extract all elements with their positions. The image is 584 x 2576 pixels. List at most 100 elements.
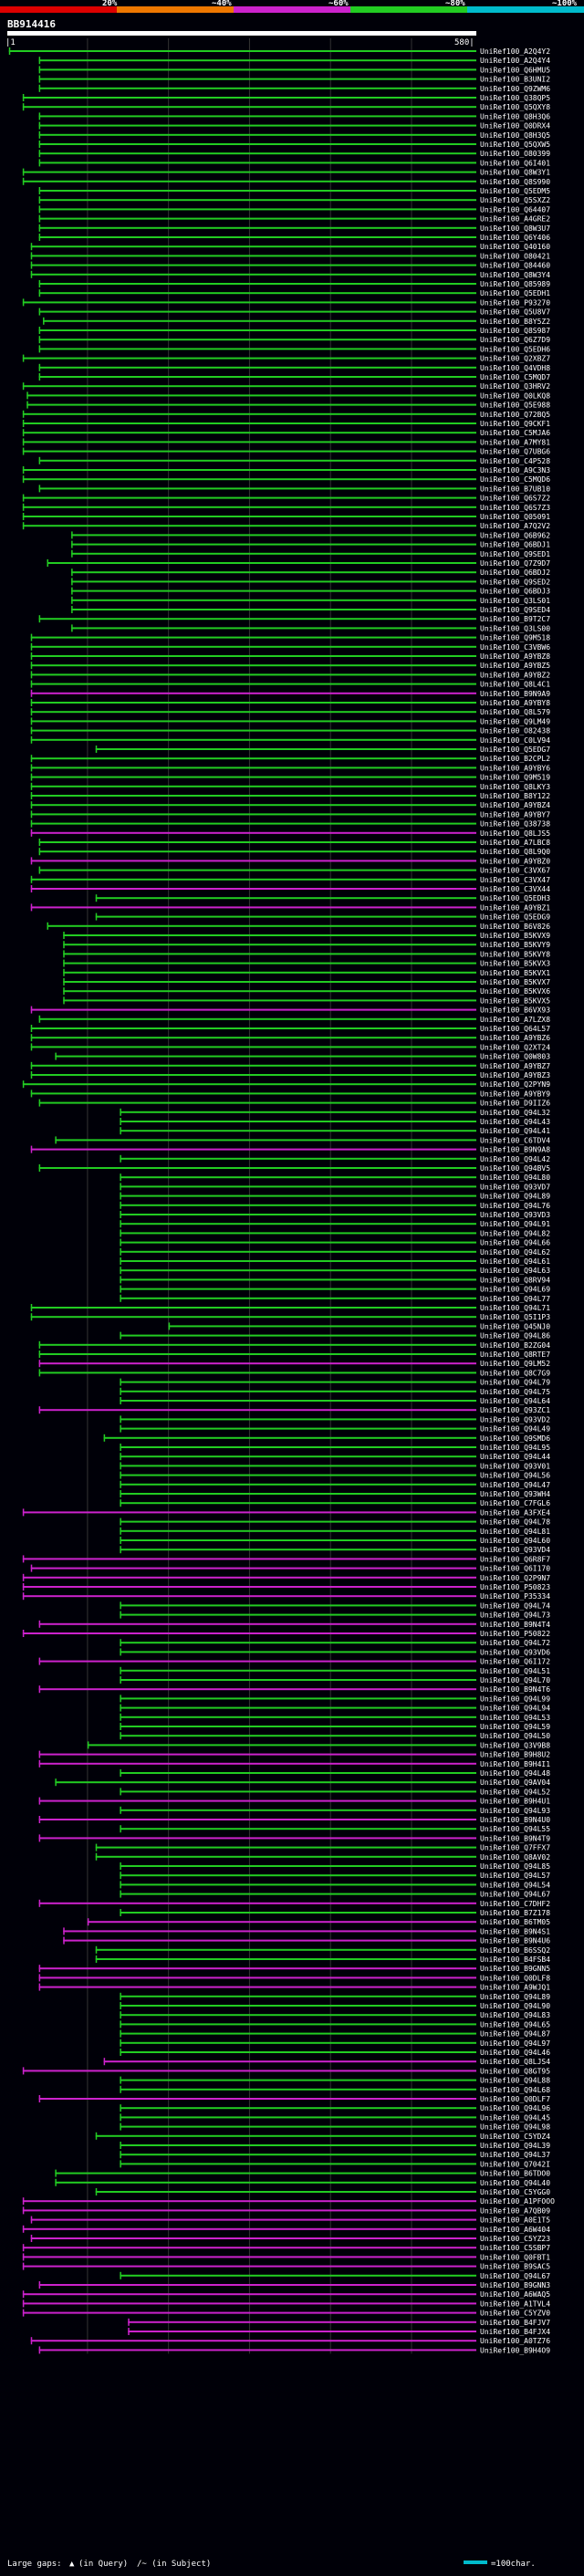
hit-bar[interactable] (120, 1549, 476, 1551)
hit-bar[interactable] (38, 68, 476, 71)
hit-row[interactable]: UniRef100_Q94L41 (120, 1127, 550, 1135)
hit-bar[interactable] (8, 50, 477, 52)
hit-label[interactable]: UniRef100_B6TDO0 (480, 2170, 550, 2178)
hit-label[interactable]: UniRef100_Q94L88 (480, 2077, 550, 2085)
hit-label[interactable]: UniRef100_Q94L85 (480, 1862, 550, 1871)
hit-label[interactable]: UniRef100_D9IIZ6 (480, 1100, 550, 1108)
hit-label[interactable]: UniRef100_Q6S7Z3 (480, 504, 550, 512)
hit-bar[interactable] (63, 999, 477, 1002)
hit-label[interactable]: UniRef100_Q94L60 (480, 1537, 550, 1545)
hit-label[interactable]: UniRef100_B6VX93 (480, 1006, 550, 1015)
hit-row[interactable]: UniRef100_Q94L66 (120, 1238, 550, 1247)
hit-bar[interactable] (22, 1632, 477, 1634)
hit-bar[interactable] (30, 273, 477, 276)
hit-row[interactable]: UniRef100_Q94L49 (120, 1424, 550, 1434)
hit-row[interactable]: UniRef100_Q94L74 (120, 1601, 550, 1610)
hit-label[interactable]: UniRef100_Q84460 (480, 262, 550, 270)
hit-label[interactable]: UniRef100_Q6HMU5 (480, 66, 550, 74)
hit-bar[interactable] (38, 1753, 476, 1756)
hit-row[interactable]: UniRef100_Q8L9Q0 (38, 848, 551, 856)
hit-row[interactable]: UniRef100_Q93VD6 (120, 1648, 550, 1656)
hit-bar[interactable] (38, 1167, 476, 1169)
hit-bar[interactable] (38, 329, 476, 331)
hit-label[interactable]: UniRef100_O80421 (480, 252, 550, 260)
hit-row[interactable]: UniRef100_Q5SXZ2 (38, 196, 551, 204)
hit-bar[interactable] (22, 2209, 477, 2212)
hit-bar[interactable] (120, 1390, 476, 1392)
hit-row[interactable]: UniRef100_Q94L54 (120, 1881, 550, 1889)
hit-row[interactable]: UniRef100_Q94L71 (30, 1304, 551, 1312)
hit-row[interactable]: UniRef100_Q6S7Z2 (22, 494, 550, 503)
hit-row[interactable]: UniRef100_Q8H3Q6 (38, 112, 551, 120)
hit-row[interactable]: UniRef100_A1TVL4 (22, 2300, 550, 2308)
hit-row[interactable]: UniRef100_C3VX47 (30, 875, 551, 884)
hit-row[interactable]: UniRef100_Q94L40 (55, 2178, 550, 2187)
hit-row[interactable]: UniRef100_B9N4U6 (63, 1936, 550, 1945)
hit-row[interactable]: UniRef100_B5KVX7 (63, 978, 550, 986)
hit-bar[interactable] (120, 2005, 476, 2007)
hit-row[interactable]: UniRef100_A9YBZ3 (30, 1071, 551, 1079)
hit-label[interactable]: UniRef100_Q94L49 (480, 1425, 550, 1434)
hit-bar[interactable] (120, 1828, 476, 1830)
hit-label[interactable]: UniRef100_Q94L55 (480, 1825, 550, 1833)
hit-row[interactable]: UniRef100_C3VX44 (30, 885, 551, 893)
hit-label[interactable]: UniRef100_B5KVX1 (480, 969, 550, 977)
hit-row[interactable]: UniRef100_B6V826 (47, 922, 550, 931)
hit-bar[interactable] (120, 1520, 476, 1523)
hit-label[interactable]: UniRef100_Q7042I (480, 2160, 550, 2168)
hit-row[interactable]: UniRef100_B9N9A9 (30, 689, 551, 698)
hit-label[interactable]: UniRef100_Q9M519 (480, 774, 550, 782)
hit-bar[interactable] (38, 124, 476, 127)
hit-bar[interactable] (22, 2293, 477, 2296)
hit-row[interactable]: UniRef100_Q6I401 (38, 159, 551, 167)
hit-bar[interactable] (38, 1967, 476, 1970)
hit-label[interactable]: UniRef100_Q7FFX7 (480, 1844, 550, 1852)
hit-bar[interactable] (30, 673, 477, 676)
hit-label[interactable]: UniRef100_Q8LKY3 (480, 783, 550, 791)
hit-label[interactable]: UniRef100_A1PFOOO (480, 2197, 555, 2206)
hit-bar[interactable] (38, 1986, 476, 1988)
hit-label[interactable]: UniRef100_B9H4I1 (480, 1760, 550, 1768)
hit-label[interactable]: UniRef100_Q8GT95 (480, 2067, 550, 2075)
hit-bar[interactable] (47, 562, 476, 564)
hit-bar[interactable] (38, 376, 476, 378)
hit-row[interactable]: UniRef100_Q0LKQ8 (26, 391, 550, 400)
hit-label[interactable]: UniRef100_Q3LS00 (480, 624, 550, 632)
hit-bar[interactable] (38, 292, 476, 295)
hit-label[interactable]: UniRef100_Q9ZWM6 (480, 85, 550, 93)
hit-row[interactable]: UniRef100_Q9SED1 (71, 549, 550, 558)
hit-row[interactable]: UniRef100_B9H4U1 (38, 1797, 551, 1806)
hit-label[interactable]: UniRef100_Q64407 (480, 205, 550, 214)
hit-bar[interactable] (30, 1567, 477, 1570)
hit-row[interactable]: UniRef100_C0LV94 (30, 735, 551, 745)
hit-label[interactable]: UniRef100_Q94L71 (480, 1304, 550, 1312)
hit-label[interactable]: UniRef100_A9YBY6 (480, 764, 550, 772)
hit-bar[interactable] (120, 2014, 476, 2017)
hit-label[interactable]: UniRef100_A9YBZ3 (480, 1071, 550, 1079)
hit-label[interactable]: UniRef100_Q38738 (480, 820, 550, 829)
hit-row[interactable]: UniRef100_Q0W803 (55, 1052, 550, 1061)
hit-bar[interactable] (22, 506, 477, 508)
hit-label[interactable]: UniRef100_Q7UBG6 (480, 448, 550, 456)
hit-row[interactable]: UniRef100_A9YBZ6 (30, 1034, 551, 1042)
hit-row[interactable]: UniRef100_Q94L78 (120, 1517, 550, 1527)
hit-row[interactable]: UniRef100_A0E1T5 (30, 2216, 551, 2225)
hit-label[interactable]: UniRef100_Q8S987 (480, 327, 550, 335)
hit-row[interactable]: UniRef100_Q7FFX7 (95, 1843, 550, 1852)
hit-bar[interactable] (22, 97, 477, 99)
hit-row[interactable]: UniRef100_Q3LS01 (71, 596, 550, 605)
hit-label[interactable]: UniRef100_Q94L74 (480, 1601, 550, 1610)
hit-label[interactable]: UniRef100_C3VX44 (480, 885, 550, 893)
hit-label[interactable]: UniRef100_Q94L51 (480, 1667, 550, 1675)
hit-bar[interactable] (38, 152, 476, 155)
hit-label[interactable]: UniRef100_Q5EDH1 (480, 289, 550, 297)
hit-bar[interactable] (22, 2302, 477, 2305)
hit-label[interactable]: UniRef100_B6TM05 (480, 1918, 550, 1926)
hit-row[interactable]: UniRef100_Q6I172 (38, 1657, 551, 1666)
hit-bar[interactable] (103, 2060, 477, 2063)
hit-label[interactable]: UniRef100_Q5EDG9 (480, 913, 550, 922)
hit-label[interactable]: UniRef100_Q93VD3 (480, 1211, 550, 1219)
hit-label[interactable]: UniRef100_Q94L37 (480, 2151, 550, 2159)
hit-bar[interactable] (22, 2247, 477, 2249)
hit-row[interactable]: UniRef100_C5YZV0 (22, 2309, 550, 2318)
